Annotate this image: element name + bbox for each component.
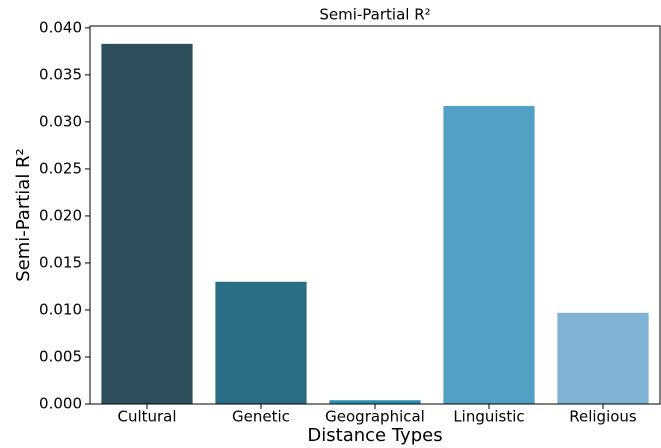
bar	[215, 281, 307, 404]
x-tick-label: Genetic	[232, 408, 290, 426]
bar	[329, 400, 421, 404]
x-tick-label: Geographical	[325, 408, 425, 426]
y-axis-label: Semi-Partial R²	[13, 148, 34, 282]
y-tick-label: 0.000	[39, 395, 82, 413]
y-tick-label: 0.030	[39, 112, 82, 130]
chart-title: Semi-Partial R²	[319, 6, 430, 24]
x-tick-label: Religious	[569, 408, 637, 426]
x-tick-label: Cultural	[117, 408, 176, 426]
x-axis-label: Distance Types	[307, 425, 442, 446]
y-tick-label: 0.015	[39, 253, 82, 271]
bar	[101, 43, 193, 405]
bar	[443, 105, 535, 404]
y-tick-label: 0.040	[39, 18, 82, 36]
y-tick-label: 0.025	[39, 159, 82, 177]
y-tick-label: 0.035	[39, 65, 82, 83]
x-tick-label: Linguistic	[453, 408, 524, 426]
y-tick-label: 0.020	[39, 206, 82, 224]
bar	[557, 312, 649, 404]
y-tick-label: 0.010	[39, 300, 82, 318]
plot-frame	[89, 25, 661, 405]
y-tick-label: 0.005	[39, 347, 82, 365]
